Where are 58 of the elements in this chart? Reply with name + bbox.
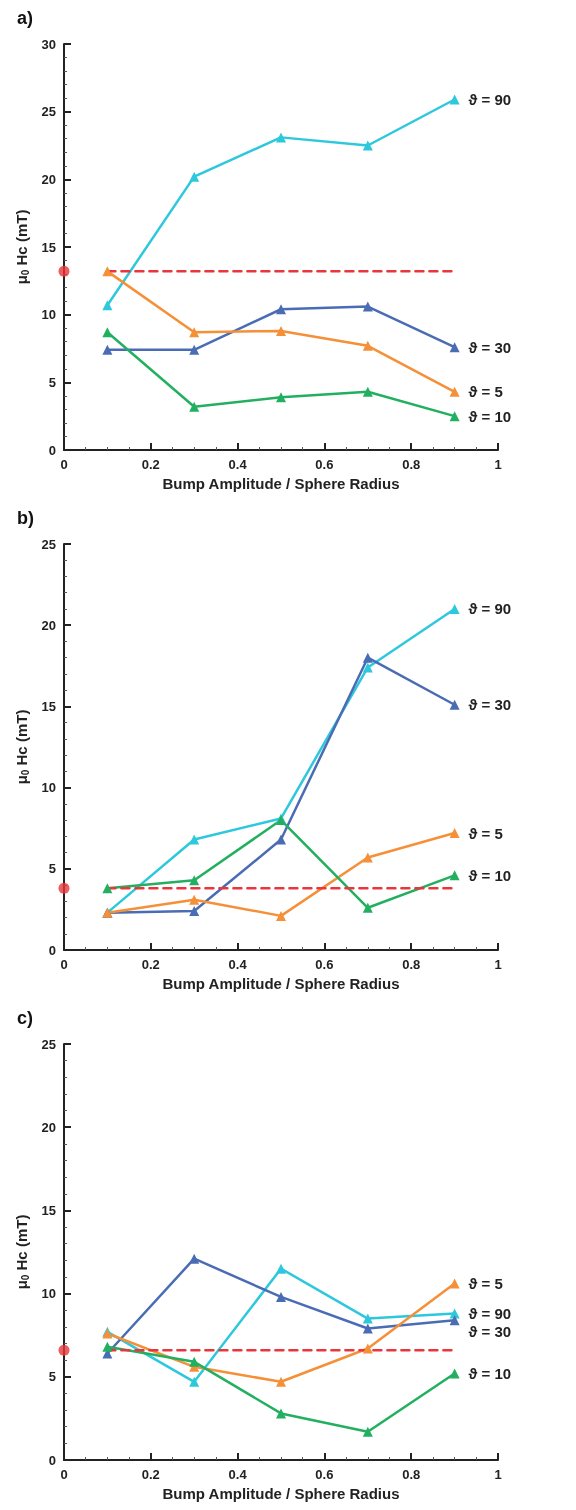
series-label: ϑ = 5 <box>468 824 503 842</box>
y-tick-label: 10 <box>41 307 56 323</box>
x-tick-label: 0 <box>60 457 68 472</box>
x-tick-label: 0.8 <box>402 957 421 972</box>
x-tick-label: 0.2 <box>141 1467 160 1482</box>
x-tick-label: 1 <box>494 957 502 972</box>
x-axis-title: Bump Amplitude / Sphere Radius <box>162 474 400 492</box>
y-axis-title: μ0 Hc (mT) <box>13 1214 32 1290</box>
y-axis-title: μ0 Hc (mT) <box>13 709 32 785</box>
x-tick-label: 1 <box>494 457 502 472</box>
x-axis-title: Bump Amplitude / Sphere Radius <box>162 974 400 992</box>
series-label: ϑ = 90 <box>468 90 512 108</box>
x-tick-label: 0 <box>60 1467 68 1482</box>
series-label: ϑ = 10 <box>468 866 512 884</box>
y-tick-label: 25 <box>41 104 56 120</box>
y-tick-label: 20 <box>41 171 56 187</box>
series-label: ϑ = 10 <box>468 407 512 425</box>
chart-title: a) <box>17 8 34 28</box>
y-tick-label: 15 <box>41 1202 56 1218</box>
y-tick-label: 10 <box>41 1286 56 1302</box>
series-label: ϑ = 5 <box>468 383 503 401</box>
series-label: ϑ = 5 <box>468 1275 503 1293</box>
x-tick-label: 0.2 <box>141 957 160 972</box>
y-tick-label: 15 <box>41 698 56 714</box>
y-tick-label: 5 <box>48 861 56 877</box>
y-tick-label: 20 <box>41 1119 56 1135</box>
y-tick-label: 20 <box>41 617 56 633</box>
y-tick-label: 5 <box>48 374 56 390</box>
chart-title: c) <box>17 1008 34 1028</box>
x-tick-label: 0.6 <box>315 1467 334 1482</box>
x-tick-label: 0.6 <box>315 457 334 472</box>
x-axis-title: Bump Amplitude / Sphere Radius <box>162 1484 400 1502</box>
series-label: ϑ = 10 <box>468 1364 512 1382</box>
y-tick-label: 25 <box>41 1036 56 1052</box>
x-tick-label: 0.4 <box>228 1467 248 1482</box>
x-tick-label: 0.4 <box>228 457 248 472</box>
x-tick-label: 0.2 <box>141 457 160 472</box>
y-axis-title: μ0 Hc (mT) <box>13 209 32 285</box>
series-label: ϑ = 30 <box>468 1323 512 1341</box>
chart-title: b) <box>17 508 34 528</box>
x-tick-label: 0.8 <box>402 1467 421 1482</box>
y-tick-label: 10 <box>41 780 56 796</box>
x-tick-label: 1 <box>494 1467 502 1482</box>
x-tick-label: 0.6 <box>315 957 334 972</box>
x-tick-label: 0.8 <box>402 457 421 472</box>
series-label: ϑ = 90 <box>468 600 512 618</box>
y-tick-label: 15 <box>41 239 56 255</box>
x-tick-label: 0.4 <box>228 957 248 972</box>
y-tick-label: 25 <box>41 536 56 552</box>
y-tick-label: 0 <box>48 942 56 958</box>
y-tick-label: 0 <box>48 442 56 458</box>
series-label: ϑ = 30 <box>468 696 512 714</box>
x-tick-label: 0 <box>60 957 68 972</box>
y-tick-label: 5 <box>48 1369 56 1385</box>
series-label: ϑ = 90 <box>468 1305 512 1323</box>
y-tick-label: 30 <box>41 36 56 52</box>
series-label: ϑ = 30 <box>468 338 512 356</box>
y-tick-label: 0 <box>48 1452 56 1468</box>
